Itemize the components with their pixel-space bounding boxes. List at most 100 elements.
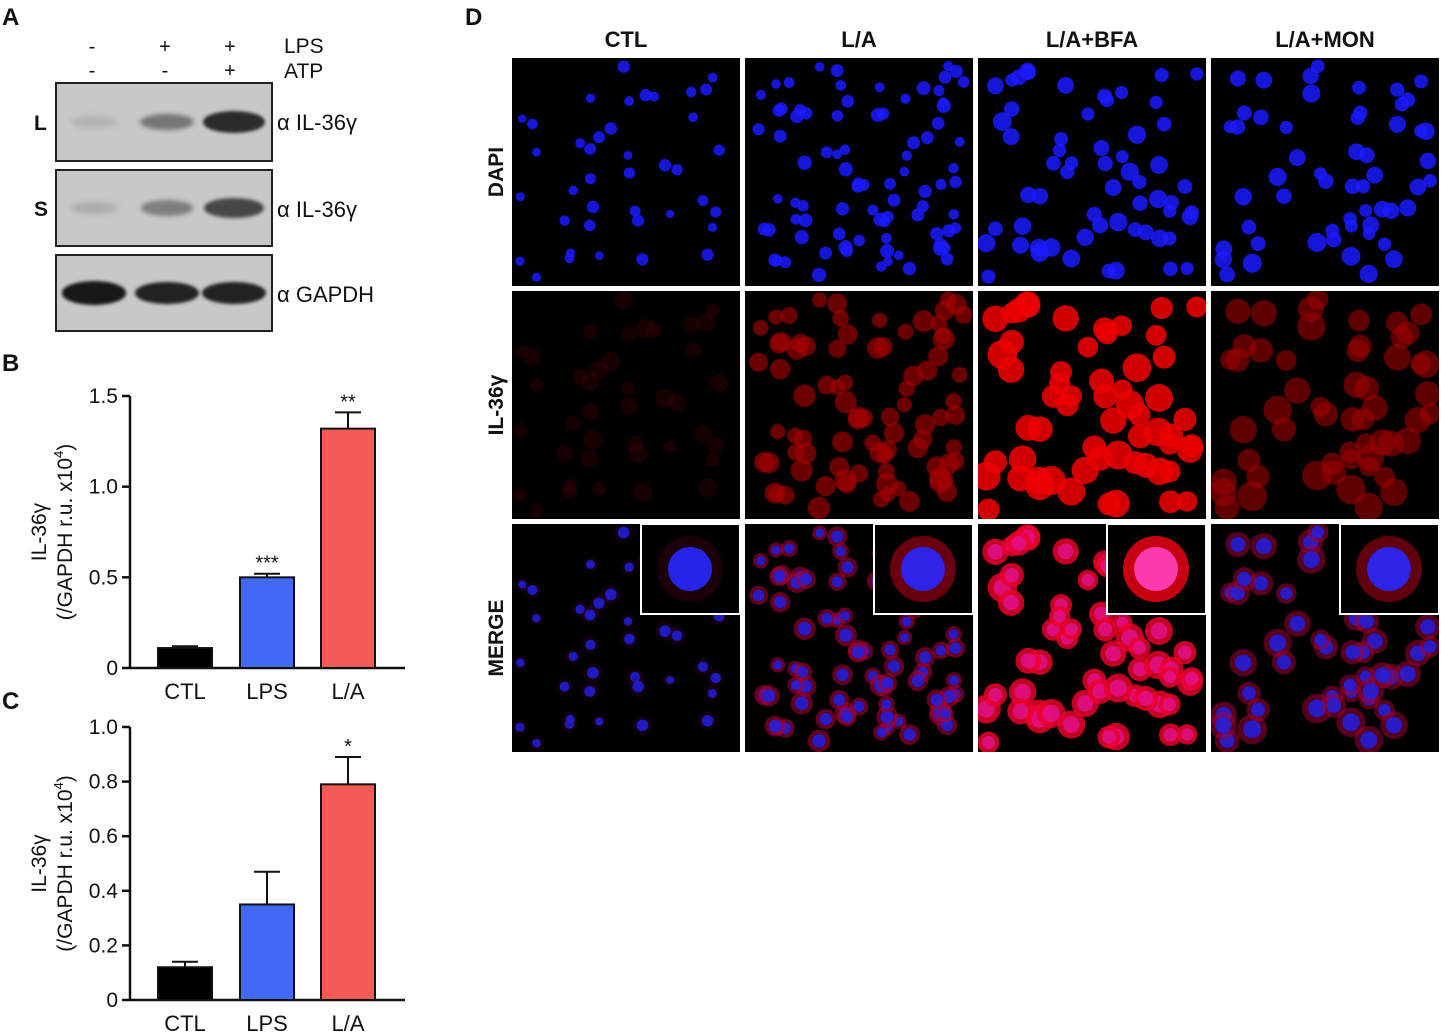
category-label: CTL — [164, 1011, 206, 1033]
cell-signal — [614, 289, 634, 310]
antibody-label-s: α IL-36γ — [277, 197, 357, 222]
blot-band — [140, 113, 194, 131]
nucleus — [1012, 236, 1030, 254]
nucleus — [1409, 178, 1427, 196]
nucleus — [981, 269, 996, 284]
nucleus — [881, 232, 892, 244]
nucleus — [832, 227, 846, 241]
nucleus — [617, 526, 630, 539]
cell-signal — [1061, 385, 1083, 407]
nucleus — [1132, 641, 1147, 655]
nucleus — [948, 162, 959, 174]
cell-signal — [685, 342, 701, 358]
nucleus — [1020, 653, 1037, 669]
col-title-la: L/A — [841, 27, 877, 52]
nucleus — [1098, 622, 1113, 637]
cell-signal — [1096, 322, 1119, 345]
nucleus — [593, 597, 605, 609]
y-tick-label: 0.2 — [89, 934, 118, 957]
cell-signal — [1052, 305, 1079, 332]
nucleus — [1180, 261, 1194, 275]
cell-signal — [753, 320, 769, 336]
category-label: LPS — [246, 679, 288, 704]
nucleus — [585, 639, 596, 650]
y-axis-label-line1: IL-36γ — [28, 834, 51, 893]
nucleus — [851, 179, 865, 193]
nucleus — [1420, 619, 1436, 635]
y-tick-label: 0.4 — [89, 880, 119, 903]
nucleus — [516, 658, 525, 668]
nucleus — [867, 204, 879, 216]
nucleus — [532, 738, 541, 748]
cell-signal — [620, 397, 639, 415]
blot-band — [70, 201, 118, 215]
nucleus — [840, 244, 854, 258]
cell-signal — [977, 498, 1000, 521]
nucleus — [832, 149, 843, 160]
nucleus — [584, 143, 596, 155]
nucleus — [772, 193, 783, 204]
bar-l-a — [320, 427, 376, 669]
cell-signal — [937, 472, 954, 490]
category-label: L/A — [331, 1011, 364, 1033]
cell-signal — [696, 313, 716, 332]
nucleus — [762, 689, 776, 703]
nucleus — [586, 200, 600, 214]
cell-signal — [768, 309, 784, 325]
atp-row-label: ATP — [284, 60, 324, 83]
nucleus — [1062, 249, 1081, 268]
significance-label: *** — [255, 553, 279, 575]
cell-signal — [764, 482, 786, 504]
nucleus — [701, 715, 714, 727]
nucleus — [893, 250, 904, 261]
cell-signal — [899, 491, 920, 512]
cell-signal — [983, 450, 1008, 474]
nucleus — [565, 248, 576, 258]
micrograph-0-0 — [512, 58, 740, 286]
nucleus — [977, 234, 996, 253]
nucleus — [1374, 667, 1391, 684]
cell-signal — [1383, 343, 1411, 371]
nucleus — [1310, 59, 1325, 74]
nucleus — [1279, 120, 1293, 135]
cell-signal — [1410, 303, 1433, 326]
nucleus — [697, 661, 709, 672]
nucleus — [1150, 156, 1168, 174]
nucleus — [559, 215, 570, 226]
y-tick-label: 0.6 — [89, 825, 118, 848]
nucleus — [1076, 228, 1094, 247]
cell-signal — [572, 368, 588, 385]
bar-chart-b: 0 0.5 1.0 1.5 CTL *** LPS ** L/A IL-36γ (/GAPDH r.… — [28, 385, 405, 704]
nucleus — [1359, 613, 1375, 629]
nucleus — [1109, 212, 1128, 232]
nucleus — [800, 573, 813, 586]
nucleus — [831, 530, 844, 543]
nucleus — [795, 696, 809, 710]
cell-signal — [512, 486, 528, 502]
nucleus — [798, 213, 813, 228]
nucleus — [784, 543, 795, 554]
cell-signal — [1307, 288, 1329, 310]
nucleus — [1137, 224, 1154, 241]
cell-signal — [935, 327, 952, 344]
cell-signal — [897, 323, 914, 340]
nucleus — [831, 109, 844, 122]
cell-signal — [954, 305, 973, 324]
cell-signal — [878, 440, 898, 460]
nucleus — [1359, 203, 1373, 218]
nucleus — [1276, 188, 1292, 205]
nucleus — [821, 612, 833, 624]
nucleus — [906, 136, 921, 150]
nucleus — [1423, 640, 1437, 654]
nucleus — [1235, 654, 1252, 671]
cell-signal — [815, 475, 836, 497]
nucleus — [779, 256, 792, 269]
nucleus — [1127, 125, 1147, 144]
nucleus — [981, 735, 996, 750]
cell-signal — [837, 474, 857, 494]
micrograph-0-3 — [1211, 58, 1439, 286]
nucleus — [1251, 702, 1266, 717]
nucleus — [1350, 110, 1365, 126]
atp-sign-la: + — [224, 60, 236, 82]
nucleus — [900, 93, 911, 104]
